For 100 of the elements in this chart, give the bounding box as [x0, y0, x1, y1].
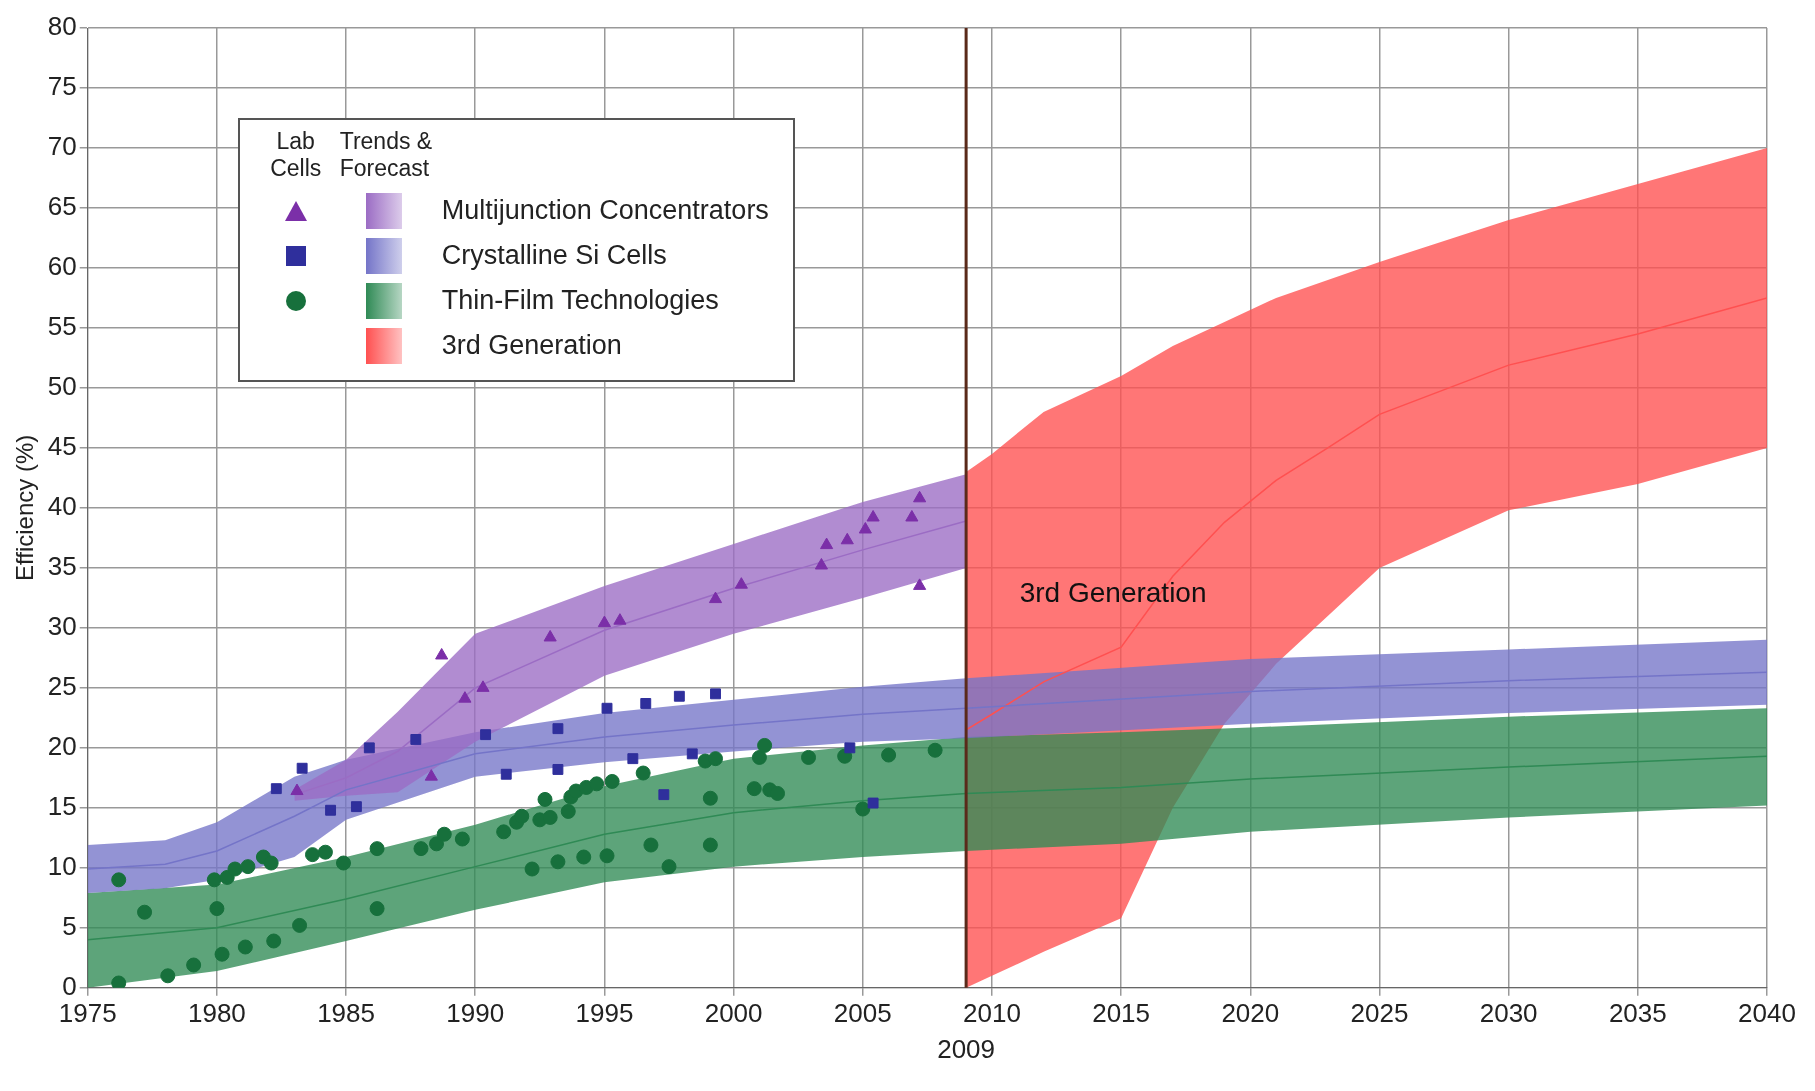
point: [263, 855, 279, 871]
point: [913, 490, 927, 503]
legend-label: Multijunction Concentrators: [441, 195, 769, 226]
point: [770, 785, 786, 801]
y-tick-label: 35: [47, 551, 77, 582]
x-tick-label: 2040: [1738, 997, 1796, 1028]
point: [589, 776, 605, 792]
point: [576, 849, 592, 865]
x-tick-label: 2035: [1608, 997, 1667, 1028]
x-tick-label: 1995: [575, 997, 634, 1028]
point: [597, 615, 611, 628]
point: [658, 789, 670, 801]
x-tick-label: 2015: [1092, 997, 1151, 1028]
y-tick-label: 70: [47, 131, 77, 162]
point: [801, 749, 817, 765]
y-axis-title: Efficiency (%): [11, 434, 39, 582]
point: [708, 751, 724, 767]
point: [410, 734, 422, 745]
annotation: Trends & Forecast: [338, 128, 434, 182]
point: [866, 510, 880, 522]
x-tick-label: 1985: [317, 997, 375, 1028]
point: [627, 753, 639, 765]
point: [266, 933, 282, 949]
point: [227, 861, 243, 877]
y-tick-label: 30: [47, 611, 77, 642]
point: [844, 742, 856, 754]
x-tick-label: 1980: [187, 997, 246, 1028]
point: [186, 957, 202, 973]
point: [599, 848, 615, 864]
point: [746, 781, 762, 797]
y-tick-label: 25: [47, 671, 77, 702]
x-tick-label: 2010: [963, 997, 1021, 1028]
point: [927, 742, 943, 758]
point: [424, 769, 438, 781]
point: [635, 765, 651, 781]
legend-label: Thin-Film Technologies: [441, 285, 719, 316]
point: [436, 826, 452, 842]
point: [500, 768, 512, 780]
point: [702, 790, 718, 806]
y-tick-label: 75: [47, 71, 77, 102]
legend-label: Crystalline Si Cells: [441, 240, 667, 271]
y-tick-label: 65: [47, 191, 77, 222]
point: [270, 783, 282, 795]
point: [543, 629, 557, 642]
point: [550, 854, 566, 870]
point: [757, 737, 773, 753]
point: [710, 688, 721, 700]
point: [734, 577, 748, 589]
point: [435, 647, 449, 660]
y-tick-label: 20: [47, 731, 77, 762]
point: [881, 747, 897, 763]
point: [363, 742, 375, 754]
point: [840, 532, 854, 545]
point: [542, 809, 558, 825]
point: [855, 801, 871, 817]
point: [413, 841, 429, 857]
point: [820, 537, 834, 550]
point: [237, 939, 253, 955]
point: [160, 968, 176, 984]
point: [317, 844, 333, 860]
point: [335, 855, 351, 871]
y-tick-label: 45: [47, 431, 77, 462]
point: [552, 764, 564, 775]
y-tick-label: 10: [47, 851, 77, 881]
point: [673, 690, 685, 702]
point: [708, 591, 723, 604]
point: [524, 861, 540, 877]
x-tick-label: 2000: [704, 997, 763, 1028]
point: [643, 837, 659, 853]
x-tick-label: 2030: [1479, 997, 1538, 1028]
point: [304, 847, 320, 863]
point: [640, 698, 652, 709]
point: [206, 872, 222, 888]
point: [913, 578, 927, 590]
point: [601, 702, 613, 714]
x-tick-label: 1990: [446, 997, 505, 1028]
point: [292, 917, 308, 933]
point: [296, 762, 308, 774]
point: [661, 859, 677, 875]
point: [537, 791, 553, 807]
y-tick-label: 60: [47, 251, 77, 282]
y-tick-label: 15: [47, 791, 77, 822]
point: [560, 803, 576, 819]
legend-label: 3rd Generation: [441, 330, 622, 361]
point: [613, 613, 627, 625]
point: [476, 680, 490, 692]
point: [480, 729, 492, 741]
point: [428, 836, 444, 852]
y-tick-label: 5: [62, 910, 77, 941]
point: [814, 557, 828, 570]
x-tick-label: 2005: [833, 997, 892, 1028]
point: [290, 783, 304, 796]
ref-line-label: 2009: [937, 1033, 996, 1064]
y-tick-label: 80: [47, 11, 77, 42]
point: [751, 749, 767, 765]
point: [514, 808, 530, 824]
point: [350, 801, 362, 813]
point: [111, 872, 127, 888]
y-tick-label: 50: [47, 371, 77, 402]
point: [905, 510, 919, 522]
